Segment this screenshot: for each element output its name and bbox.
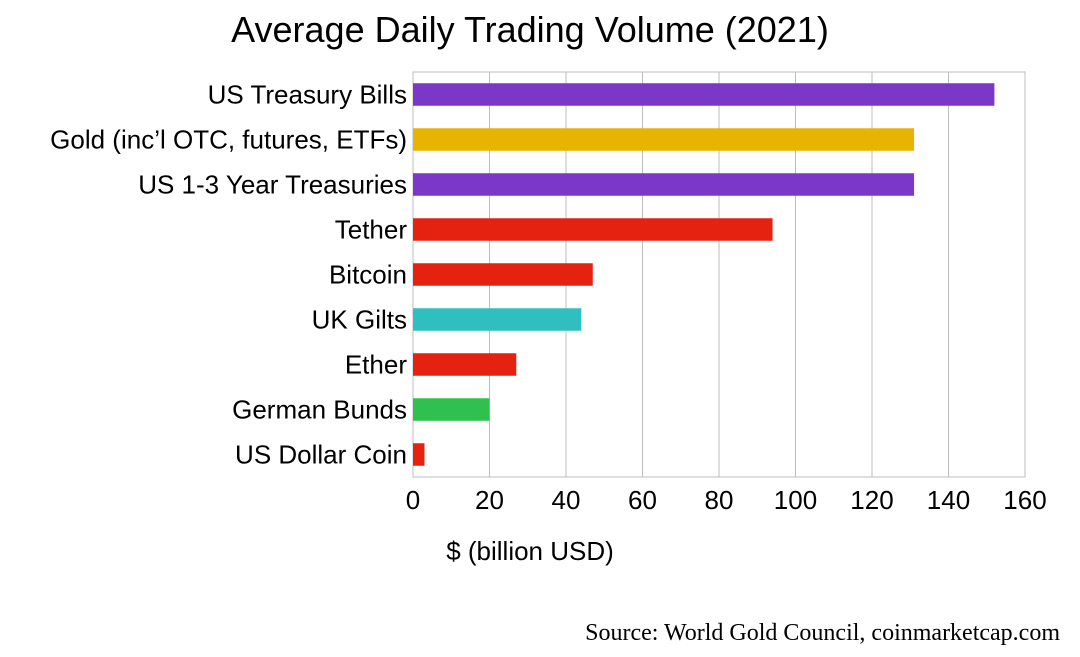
x-axis-label: $ (billion USD)	[446, 536, 614, 566]
category-labels: US Treasury Bills Gold (inc’l OTC, future…	[50, 80, 407, 470]
category-label-4: Bitcoin	[329, 260, 407, 290]
x-tick-140: 140	[927, 485, 970, 515]
chart-title: Average Daily Trading Volume (2021)	[231, 9, 829, 50]
source-note: Source: World Gold Council, coinmarketca…	[585, 620, 1060, 646]
x-tick-120: 120	[850, 485, 893, 515]
trading-volume-chart: Average Daily Trading Volume (2021) US T…	[50, 9, 1047, 566]
bar-2	[413, 173, 915, 196]
bar-3	[413, 218, 773, 241]
bar-6	[413, 353, 517, 376]
x-tick-160: 160	[1003, 485, 1046, 515]
bar-0	[413, 83, 995, 106]
bars	[413, 83, 995, 466]
category-label-8: US Dollar Coin	[235, 440, 407, 470]
category-label-3: Tether	[335, 215, 408, 245]
bar-7	[413, 398, 490, 421]
bar-1	[413, 128, 915, 151]
x-tick-100: 100	[774, 485, 817, 515]
bar-8	[413, 443, 425, 466]
bar-4	[413, 263, 593, 286]
x-tick-0: 0	[406, 485, 420, 515]
category-label-5: UK Gilts	[312, 305, 407, 335]
x-tick-80: 80	[705, 485, 734, 515]
category-label-7: German Bunds	[232, 395, 407, 425]
category-label-0: US Treasury Bills	[208, 80, 407, 110]
x-tick-60: 60	[628, 485, 657, 515]
x-tick-40: 40	[552, 485, 581, 515]
category-label-1: Gold (inc’l OTC, futures, ETFs)	[50, 125, 407, 155]
x-tick-labels: 0 20 40 60 80 100 120 140 160	[406, 485, 1047, 515]
category-label-6: Ether	[345, 350, 407, 380]
x-tick-20: 20	[475, 485, 504, 515]
category-label-2: US 1-3 Year Treasuries	[138, 170, 407, 200]
bar-5	[413, 308, 582, 331]
